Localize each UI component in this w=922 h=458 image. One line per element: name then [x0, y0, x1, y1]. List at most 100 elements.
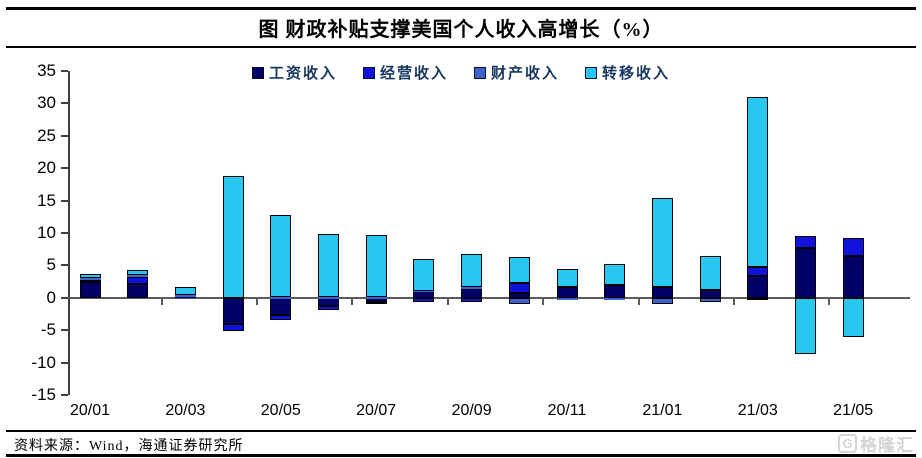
- bar-segment-21/01-工资收入: [651, 286, 673, 298]
- x-axis-tick: [542, 298, 545, 305]
- chart-title: 图 财政补贴支撑美国个人收入高增长（%）: [258, 19, 664, 41]
- x-axis-label: 21/01: [642, 402, 683, 419]
- y-axis-label: 0: [46, 287, 56, 307]
- bar-segment-20/02-经营收入: [127, 277, 149, 284]
- bar-segment-20/09-财产收入: [461, 287, 483, 289]
- bar-segment-21/04-经营收入: [795, 235, 816, 248]
- bar-segment-21/05-经营收入: [842, 237, 864, 256]
- bar-segment-20/01-转移收入: [79, 273, 101, 278]
- legend-swatch-icon: [585, 66, 598, 79]
- x-axis-tick: [351, 298, 354, 305]
- bar-segment-21/03-经营收入: [747, 266, 769, 277]
- bar-segment-21/03-财产收入: [747, 297, 769, 301]
- y-axis-label: -5: [40, 320, 56, 340]
- plot-area: -15 -10 -5 0 5 10 15 20 25 30 35 20/01 20/03 20/05 20/…: [31, 61, 910, 419]
- y-axis-label: -10: [31, 352, 56, 372]
- data-source-note: 资料来源：Wind，海通证券研究所: [14, 439, 244, 454]
- bar-segment-20/04-经营收入: [222, 323, 244, 332]
- bar-segment-21/05-转移收入: [842, 297, 864, 337]
- bar-segment-20/06-工资收入: [318, 297, 339, 306]
- legend-label: 经营收入: [379, 66, 448, 82]
- x-axis-label: 21/05: [833, 402, 874, 419]
- legend-label: 工资收入: [268, 66, 337, 82]
- y-axis-tick: [61, 361, 68, 364]
- x-axis-label: 20/09: [451, 402, 492, 419]
- legend-swatch-icon: [474, 66, 486, 79]
- legend-item-工资收入: 工资收入: [251, 62, 337, 83]
- bar-segment-20/12-工资收入: [604, 285, 626, 298]
- bar-segment-20/02-工资收入: [127, 283, 149, 298]
- x-axis-label: 20/11: [547, 402, 587, 419]
- y-axis-label: 25: [37, 125, 56, 145]
- bar-segment-20/03-转移收入: [174, 286, 196, 296]
- bar-segment-21/01-财产收入: [651, 297, 673, 304]
- bar-segment-20/06-经营收入: [318, 305, 339, 311]
- bar-segment-20/02-财产收入: [127, 275, 149, 278]
- bar-segment-20/05-经营收入: [270, 314, 292, 320]
- bar-segment-20/11-财产收入: [556, 297, 578, 300]
- bar-segment-20/01-财产收入: [79, 277, 101, 280]
- title-divider-rule: [6, 46, 916, 48]
- legend-swatch-icon: [251, 66, 264, 79]
- bar-segment-20/03-财产收入: [174, 295, 196, 297]
- bar-segment-20/10-财产收入: [508, 297, 530, 305]
- y-axis-tick: [61, 102, 68, 105]
- bar-segment-20/08-转移收入: [413, 258, 435, 291]
- bar-segment-20/07-转移收入: [365, 234, 387, 298]
- y-axis-tick: [61, 394, 68, 396]
- x-axis-label: 21/03: [737, 402, 778, 419]
- y-axis-tick: [61, 329, 68, 332]
- x-axis-label: 20/05: [260, 402, 301, 419]
- y-axis-tick: [61, 264, 68, 267]
- bar-segment-20/05-转移收入: [270, 214, 292, 298]
- bar-segment-20/02-转移收入: [127, 269, 149, 276]
- bar-segment-20/11-转移收入: [556, 268, 578, 287]
- y-axis-label: 35: [37, 61, 56, 80]
- legend-swatch-icon: [362, 66, 375, 79]
- bar-segment-20/07-财产收入: [365, 297, 387, 299]
- bar-segment-20/08-经营收入: [413, 297, 435, 302]
- bar-segment-21/01-转移收入: [651, 198, 673, 287]
- bar-segment-20/10-转移收入: [508, 256, 530, 283]
- x-axis-label: 20/01: [69, 402, 111, 419]
- bar-segment-20/05-财产收入: [270, 297, 292, 299]
- top-border-rule: [6, 7, 916, 10]
- y-axis-label: 5: [46, 255, 56, 275]
- bar-segment-20/09-工资收入: [461, 288, 483, 298]
- gelonghui-logo-icon: G: [838, 434, 857, 453]
- bar-segment-20/01-经营收入: [79, 279, 101, 283]
- x-axis-tick: [160, 298, 163, 305]
- bar-segment-20/10-工资收入: [508, 292, 530, 298]
- y-axis-tick: [61, 134, 68, 137]
- y-axis-label: 15: [37, 190, 56, 210]
- bar-segment-20/03-工资收入: [174, 295, 196, 298]
- x-axis-label: 20/07: [356, 402, 397, 419]
- bar-segment-20/12-转移收入: [604, 264, 626, 286]
- y-axis-line: [68, 71, 70, 395]
- bottom-border-rule: [6, 454, 916, 457]
- bar-segment-20/11-工资收入: [556, 286, 578, 298]
- legend-item-转移收入: 转移收入: [585, 62, 670, 83]
- legend-item-经营收入: 经营收入: [362, 62, 448, 83]
- y-axis-label: -15: [31, 385, 56, 404]
- bar-segment-20/06-转移收入: [318, 234, 339, 298]
- bar-segment-21/03-转移收入: [747, 96, 769, 267]
- y-axis-tick: [61, 70, 68, 72]
- x-axis-tick: [446, 298, 449, 305]
- bar-segment-20/08-财产收入: [413, 290, 435, 293]
- x-axis-tick: [255, 298, 258, 305]
- bar-segment-20/09-经营收入: [461, 297, 483, 303]
- bar-segment-21/04-工资收入: [795, 247, 816, 298]
- bar-segment-20/05-工资收入: [270, 297, 292, 315]
- bar-segment-20/12-财产收入: [604, 297, 626, 300]
- bar-segment-21/02-工资收入: [699, 290, 721, 298]
- bar-segment-20/07-经营收入: [365, 301, 387, 305]
- y-axis-tick: [61, 199, 68, 202]
- bar-segment-20/01-工资收入: [79, 282, 101, 298]
- y-axis-tick: [61, 232, 68, 234]
- y-axis-tick: [61, 296, 68, 299]
- gelonghui-watermark-text: 格隆汇: [860, 436, 914, 455]
- bar-segment-21/02-财产收入: [699, 297, 721, 303]
- bar-segment-20/08-工资收入: [413, 291, 435, 298]
- legend-item-财产收入: 财产收入: [474, 62, 559, 83]
